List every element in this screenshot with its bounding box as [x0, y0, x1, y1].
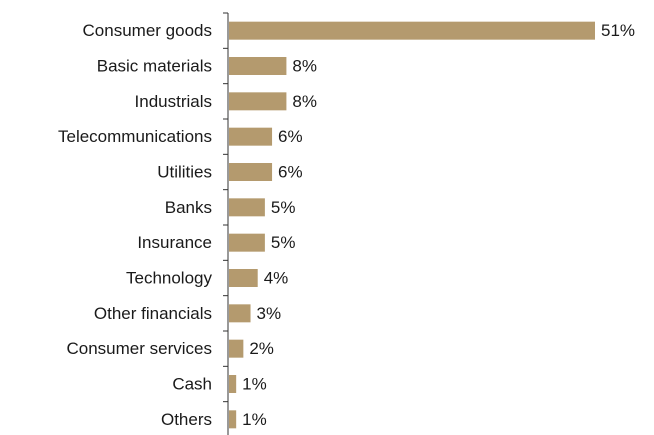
bar — [229, 57, 287, 75]
category-label: Basic materials — [97, 57, 212, 76]
category-label: Cash — [172, 375, 212, 394]
value-label: 8% — [292, 57, 317, 76]
category-label: Other financials — [94, 304, 212, 323]
value-label: 51% — [601, 21, 635, 40]
bar — [229, 304, 251, 323]
bar — [229, 375, 237, 393]
value-label: 6% — [278, 163, 303, 182]
bar — [229, 198, 265, 217]
bar — [229, 163, 273, 181]
bar — [229, 21, 595, 40]
bar — [229, 92, 287, 111]
value-label: 4% — [264, 269, 289, 288]
category-label: Telecommunications — [58, 127, 212, 146]
category-label: Banks — [165, 198, 212, 217]
bar — [229, 410, 237, 429]
value-label: 1% — [242, 410, 267, 429]
value-label: 5% — [271, 233, 296, 252]
value-label: 1% — [242, 375, 267, 394]
bar — [229, 233, 265, 252]
category-label: Utilities — [157, 163, 212, 182]
bar — [229, 269, 258, 287]
category-label: Technology — [126, 269, 213, 288]
value-labels: 51% 8% 8% 6% 6% 5% 5% 4% 3% 2% 1% 1% — [242, 21, 635, 429]
bar — [229, 339, 244, 358]
category-label: Insurance — [137, 233, 212, 252]
bars-group — [229, 21, 595, 429]
bar — [229, 127, 273, 146]
value-label: 6% — [278, 127, 303, 146]
value-label: 2% — [249, 339, 274, 358]
value-label: 3% — [257, 304, 282, 323]
category-labels: Consumer goods Basic materials Industrials… — [58, 21, 213, 429]
value-label: 8% — [292, 92, 317, 111]
category-label: Consumer goods — [83, 21, 212, 40]
category-label: Consumer services — [67, 339, 213, 358]
category-label: Industrials — [135, 92, 212, 111]
category-label: Others — [161, 410, 212, 429]
y-axis-ticks — [223, 12, 228, 403]
value-label: 5% — [271, 198, 296, 217]
